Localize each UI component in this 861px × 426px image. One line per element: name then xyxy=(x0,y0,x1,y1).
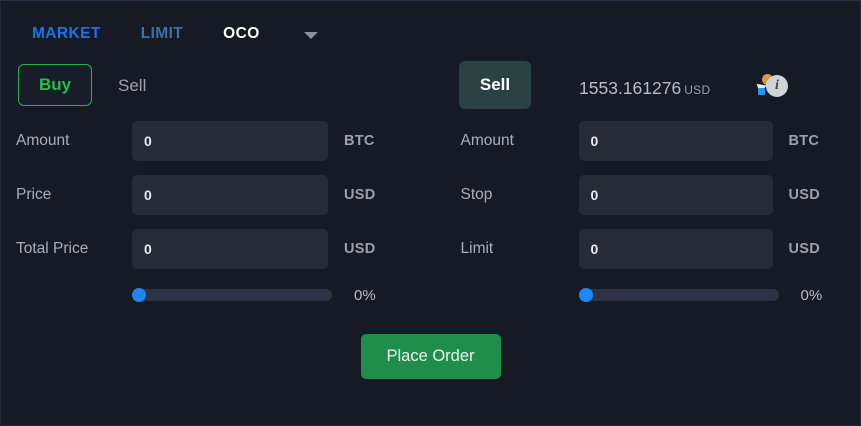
balance-currency: USD xyxy=(684,83,711,97)
amount-input[interactable] xyxy=(132,121,328,161)
buy-slider-percent: 0% xyxy=(354,286,376,304)
cursor-highlight-icon xyxy=(758,88,765,95)
sell-toggle[interactable]: Sell xyxy=(118,76,147,95)
field-row-total-price: Total Price USD xyxy=(1,228,431,270)
sell-amount-label: Amount xyxy=(460,132,514,149)
stop-input[interactable] xyxy=(578,175,773,215)
price-input[interactable] xyxy=(132,175,328,215)
sell-slider-thumb[interactable] xyxy=(578,288,593,302)
place-order-button[interactable]: Place Order xyxy=(360,334,501,379)
order-type-tabs: MARKET LIMIT OCO xyxy=(1,1,860,46)
stop-label: Stop xyxy=(460,186,493,203)
limit-unit: USD xyxy=(788,241,821,257)
info-icon: i xyxy=(766,75,788,97)
price-label: Price xyxy=(16,186,52,203)
price-unit: USD xyxy=(344,187,376,203)
sell-slider-row: 0% xyxy=(431,282,861,308)
sell-amount-input[interactable] xyxy=(578,121,773,161)
sell-form: Amount BTC Stop USD Limit USD 0% xyxy=(431,120,861,308)
field-row-limit: Limit USD xyxy=(431,228,861,270)
balance-display: 1553.161276 USD xyxy=(579,78,710,99)
sell-amount-slider[interactable] xyxy=(578,288,779,302)
buy-slider-thumb[interactable] xyxy=(132,288,146,302)
buy-button[interactable]: Buy xyxy=(18,64,92,106)
field-row-stop: Stop USD xyxy=(431,174,861,216)
order-forms: Amount BTC Price USD Total Price USD 0% xyxy=(1,120,860,308)
total-price-label: Total Price xyxy=(16,240,89,257)
field-row-sell-amount: Amount BTC xyxy=(431,120,861,162)
amount-label: Amount xyxy=(16,132,70,149)
sell-amount-unit: BTC xyxy=(788,133,820,149)
buy-amount-slider[interactable] xyxy=(132,288,332,302)
buy-slider-row: 0% xyxy=(1,282,431,308)
place-order-row: Place Order xyxy=(1,334,860,379)
side-selector-row: Buy Sell Sell 1553.161276 USD i xyxy=(1,56,860,116)
total-price-input[interactable] xyxy=(132,229,328,269)
tab-market[interactable]: MARKET xyxy=(32,25,101,43)
chevron-down-icon[interactable] xyxy=(303,31,318,39)
field-row-price: Price USD xyxy=(1,174,431,216)
amount-unit: BTC xyxy=(344,133,375,149)
stop-unit: USD xyxy=(788,187,821,203)
limit-input[interactable] xyxy=(578,229,773,269)
total-price-unit: USD xyxy=(344,241,376,257)
sell-button[interactable]: Sell xyxy=(459,61,531,109)
balance-info-button[interactable]: i xyxy=(756,74,792,104)
sell-slider-percent: 0% xyxy=(800,286,823,304)
balance-amount: 1553.161276 xyxy=(579,78,682,98)
buy-form: Amount BTC Price USD Total Price USD 0% xyxy=(1,120,431,308)
field-row-amount: Amount BTC xyxy=(1,120,431,162)
limit-label: Limit xyxy=(460,240,494,257)
tab-limit[interactable]: LIMIT xyxy=(140,25,184,43)
tab-oco[interactable]: OCO xyxy=(223,25,260,43)
